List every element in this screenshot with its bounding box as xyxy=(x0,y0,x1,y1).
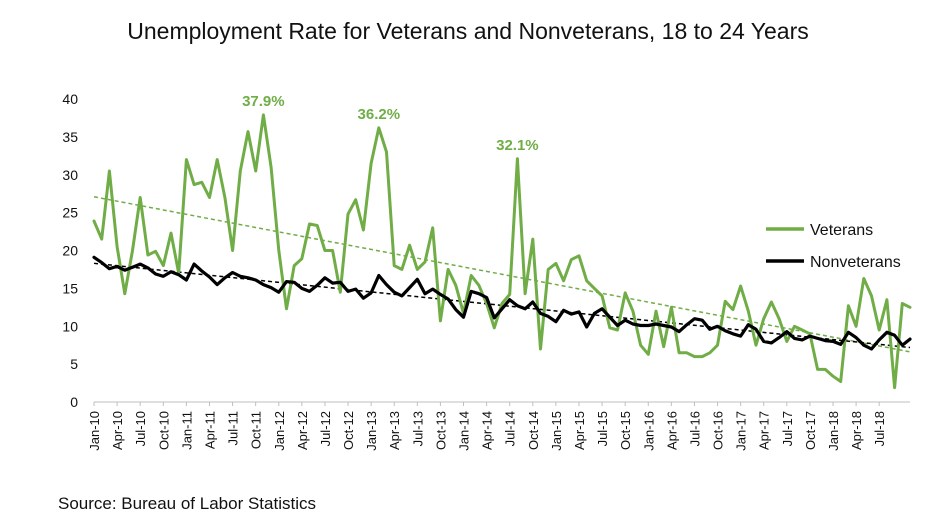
x-tick-label: Jul-17 xyxy=(780,411,795,446)
x-tick-label: Jul-10 xyxy=(133,411,148,446)
x-tick-label: Jan-14 xyxy=(457,411,472,451)
x-tick-label: Jan-15 xyxy=(549,411,564,451)
x-tick-label: Apr-12 xyxy=(295,411,310,450)
x-tick-label: Apr-11 xyxy=(202,411,217,449)
x-tick-label: Jul-18 xyxy=(872,411,887,446)
series-line-veterans xyxy=(92,113,912,390)
x-tick-label: Jan-17 xyxy=(734,411,749,451)
trendline-nonveterans xyxy=(93,262,911,349)
x-tick-label: Jul-11 xyxy=(226,411,241,445)
x-tick-label: Jul-14 xyxy=(503,411,518,446)
x-tick-label: Jul-13 xyxy=(410,411,425,446)
data-label-peak: 37.9% xyxy=(242,93,285,110)
x-tick-label: Jan-16 xyxy=(641,411,656,451)
chart-legend: Veterans Nonveterans xyxy=(766,222,901,271)
x-tick-label: Apr-15 xyxy=(572,411,587,450)
series-line-nonveterans xyxy=(92,255,912,351)
x-tick-label: Jan-10 xyxy=(87,411,102,451)
x-tick-label: Jan-11 xyxy=(179,411,194,450)
data-label-peak: 32.1% xyxy=(496,137,539,154)
y-tick-label: 5 xyxy=(70,356,78,372)
x-tick-label: Jan-12 xyxy=(272,411,287,451)
legend-label-veterans: Veterans xyxy=(810,222,873,239)
chart-axes: 0 5 10 15 20 25 30 35 40 Jan-10 Apr-10 Jul-10 Oct-10… xyxy=(62,91,910,451)
x-tick-label: Jan-18 xyxy=(826,411,841,451)
x-tick-label: Apr-10 xyxy=(110,411,125,450)
x-tick-label: Oct-16 xyxy=(711,411,726,450)
x-tick-label: Jan-13 xyxy=(364,411,379,451)
y-tick-label: 0 xyxy=(70,394,78,410)
x-tick-label: Apr-13 xyxy=(387,411,402,450)
data-label-peak: 36.2% xyxy=(358,106,401,123)
chart-series xyxy=(92,113,912,390)
x-tick-label: Oct-10 xyxy=(156,411,171,450)
chart-title: Unemployment Rate for Veterans and Nonve… xyxy=(127,18,809,44)
x-tick-label: Oct-12 xyxy=(341,411,356,450)
x-tick-label: Oct-15 xyxy=(618,411,633,450)
x-tick-label: Oct-17 xyxy=(803,411,818,450)
x-tick-label: Apr-14 xyxy=(480,411,495,450)
x-tick-label: Apr-16 xyxy=(664,411,679,450)
x-tick-label: Oct-14 xyxy=(526,411,541,450)
x-tick-label: Oct-11 xyxy=(249,411,264,449)
y-tick-label: 25 xyxy=(62,205,78,221)
y-tick-label: 20 xyxy=(62,243,78,259)
x-tick-label: Jul-12 xyxy=(318,411,333,446)
y-tick-label: 35 xyxy=(62,129,78,145)
chart-trendlines xyxy=(93,196,911,353)
x-tick-label: Apr-18 xyxy=(849,411,864,450)
y-tick-label: 30 xyxy=(62,167,78,183)
source-note: Source: Bureau of Labor Statistics xyxy=(58,494,316,513)
chart-annotations: 37.9% 36.2% 32.1% xyxy=(242,93,539,154)
trendline-veterans xyxy=(93,196,911,353)
x-tick-label: Apr-17 xyxy=(757,411,772,450)
y-tick-label: 15 xyxy=(62,280,78,296)
x-tick-label: Jul-16 xyxy=(687,411,702,446)
x-tick-label: Jul-15 xyxy=(595,411,610,446)
legend-label-nonveterans: Nonveterans xyxy=(810,254,901,271)
x-tick-label: Oct-13 xyxy=(433,411,448,450)
y-tick-label: 40 xyxy=(62,91,78,107)
y-tick-label: 10 xyxy=(62,318,78,334)
